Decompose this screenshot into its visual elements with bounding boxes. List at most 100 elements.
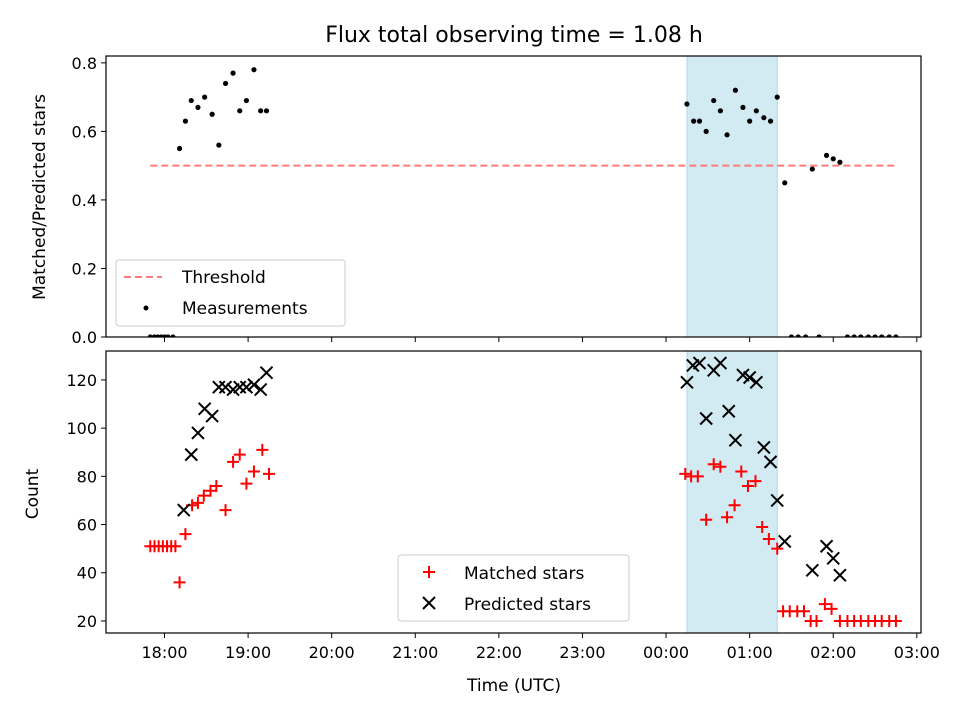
bottom-matched-stars-point [797,605,810,618]
bottom-matched-stars-point [762,533,775,545]
bottom-matched-stars-point [700,513,713,526]
top-measurements-point [809,166,815,172]
bottom-matched-stars-point [679,467,692,480]
top-measurements-point [263,108,270,114]
chart-title: Flux total observing time = 1.08 h [325,23,703,48]
legend-threshold-label: Threshold [181,268,266,288]
bottom-matched-stars-point [889,614,902,627]
bottom-predicted-stars-point [191,426,205,440]
top-measurements-point [761,115,767,121]
top-measurements-point [202,94,208,100]
top-measurements-point [823,152,830,158]
bottom-predicted-stars-point [819,539,834,553]
top-measurements-point [803,334,809,337]
top-measurements-point [684,101,690,107]
top-measurements-point [782,180,788,186]
bottom-matched-stars-point [191,496,204,509]
bottom-observing-window-band [686,350,778,634]
bottom-predicted-stars-point [239,380,254,394]
top-observing-window-band [686,55,778,338]
top-measurements-point [237,108,243,114]
top-measurements-point [711,97,717,104]
bottom-data-layer [144,356,902,627]
bottom-matched-stars-point [219,504,232,517]
bottom-matched-stars-point [179,528,192,541]
bottom-matched-stars-point [735,465,748,478]
top-measurements-point [222,80,229,87]
bottom-x-tick-label: 03:00 [894,643,940,662]
top-measurements-point [251,67,257,73]
top-measurements-point [216,142,222,148]
top-measurements-point [243,97,250,104]
bottom-matched-stars-point [233,448,246,461]
bottom-predicted-stars-point [757,440,771,455]
bottom-matched-stars-point [810,614,823,627]
legend-predicted-marker [422,596,436,610]
top-measurements-point [176,145,183,152]
bottom-predicted-stars-point [218,380,233,394]
bottom-legend-box [397,554,630,622]
bottom-predicted-stars-point [778,534,792,549]
bottom-matched-stars-point [818,598,831,611]
bottom-predicted-stars-point [253,382,268,397]
bottom-x-tick-label: 00:00 [643,643,689,662]
top-measurements-point [774,94,780,100]
bottom-predicted-stars-point [259,365,274,380]
top-data-layer [147,67,899,337]
bottom-matched-stars-point [691,470,704,483]
top-measurements-point [872,334,878,337]
top-measurements-point [717,108,723,114]
bottom-matched-stars-point [256,443,269,456]
bottom-predicted-stars-point [177,503,191,517]
bottom-predicted-stars-point [826,551,840,565]
top-measurements-point [851,334,857,337]
top-measurements-point [732,87,739,93]
bottom-matched-stars-point [756,520,769,533]
legend-measurements-label: Measurements [182,299,308,319]
bottom-predicted-stars-point [742,370,757,385]
top-measurements-point [740,104,746,111]
bottom-y-tick-label: 20 [77,612,97,631]
top-y-tick-label: 0.4 [72,191,97,210]
bottom-matched-stars-point [741,479,754,492]
bottom-predicted-stars-point [692,356,707,370]
top-measurements-point [696,118,703,124]
top-measurements-point [147,334,153,337]
bottom-legend: Matched stars Predicted stars [397,554,630,622]
top-measurements-point [188,97,194,104]
bottom-x-tick-label: 20:00 [309,643,355,662]
top-measurements-point [767,118,774,124]
top-measurements-point [195,104,201,111]
bottom-predicted-stars-point [805,563,820,578]
bottom-x-tick-label: 19:00 [225,643,271,662]
bottom-matched-stars-point [714,460,727,473]
bottom-y-tick-label: 80 [77,467,97,486]
top-measurements-point [691,118,697,124]
top-measurements-point [165,334,171,337]
bottom-predicted-stars-point [205,409,219,423]
top-measurements-point [879,334,885,337]
top-legend: Threshold Measurements [115,259,346,327]
top-measurements-point [837,159,843,165]
top-measurements-point [724,132,730,138]
bottom-predicted-stars-point [763,455,778,469]
bottom-matched-stars-point [227,455,240,468]
bottom-matched-stars-point [749,475,762,488]
legend-predicted-label: Predicted stars [464,595,591,615]
top-measurements-point [886,334,892,337]
bottom-x-tick-label: 01:00 [727,643,773,662]
top-measurements-point [795,334,801,337]
legend-matched-marker [423,566,435,578]
top-measurements-point [893,334,899,337]
bottom-matched-stars-point [240,477,253,490]
bottom-predicted-stars-point [699,411,713,426]
bottom-x-tick-label: 18:00 [141,643,187,662]
top-axes-frame [105,55,922,338]
top-measurements-point [703,128,709,134]
top-measurements-point [230,70,236,76]
bottom-y-tick-label: 60 [77,516,97,535]
bottom-predicted-stars-point [728,433,743,447]
bottom-x-tick-label: 22:00 [476,643,522,662]
legend-matched-label: Matched stars [464,564,584,584]
top-measurements-point [858,334,864,337]
